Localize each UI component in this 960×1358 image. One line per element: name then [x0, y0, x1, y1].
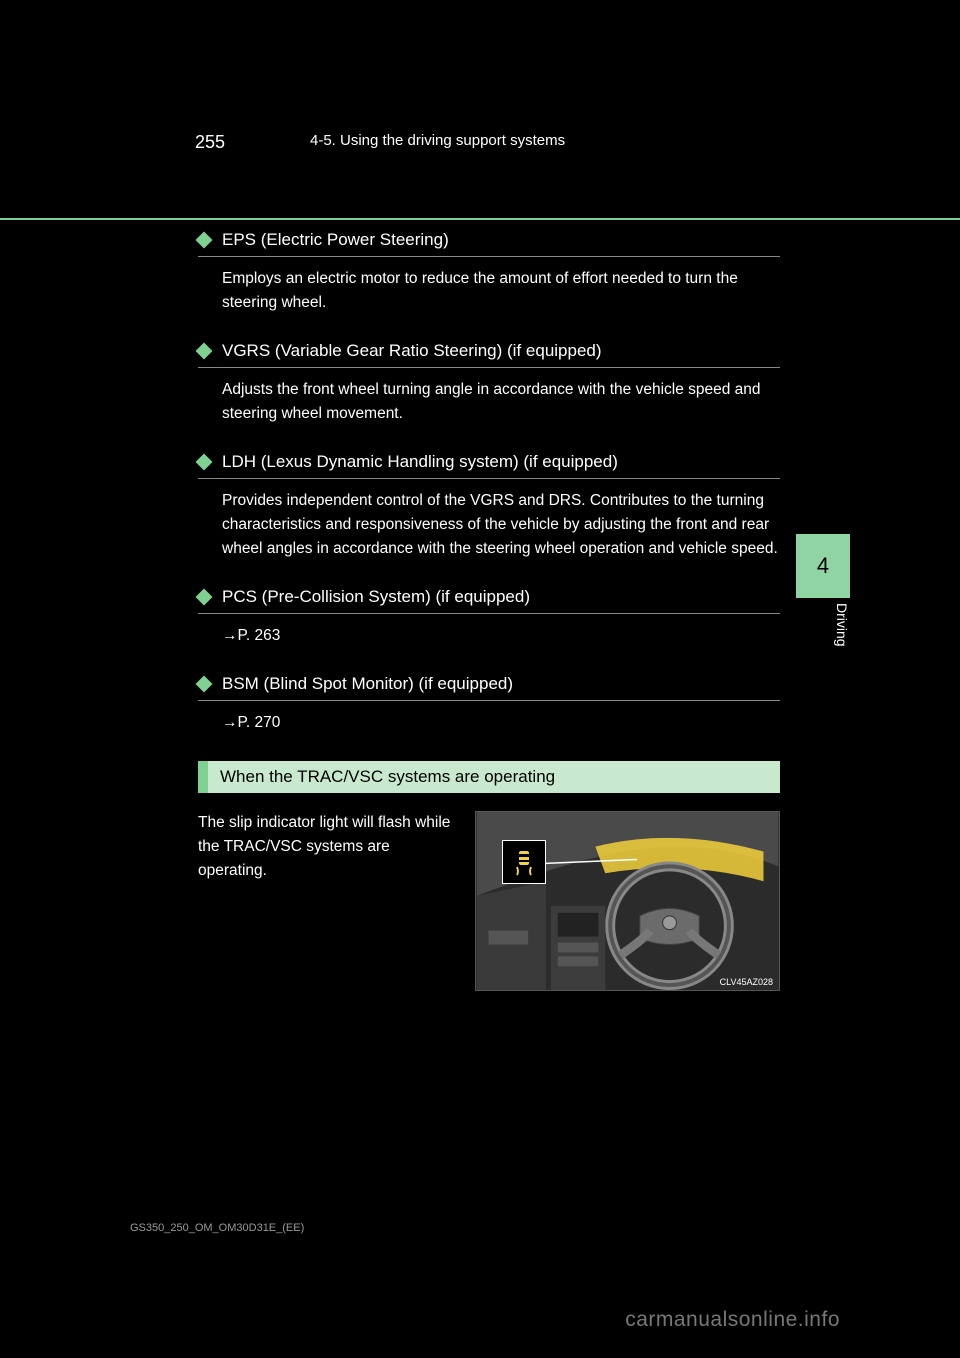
diamond-icon [196, 343, 213, 360]
subsection: BSM (Blind Spot Monitor) (if equipped) →… [198, 674, 780, 735]
subsection-title: VGRS (Variable Gear Ratio Steering) (if … [222, 341, 602, 361]
subsection: PCS (Pre-Collision System) (if equipped)… [198, 587, 780, 648]
footer-code: GS350_250_OM_OM30D31E_(EE) [130, 1222, 304, 1234]
subsection-title: LDH (Lexus Dynamic Handling system) (if … [222, 452, 618, 472]
subsection-body: Provides independent control of the VGRS… [222, 489, 780, 561]
section-heading-label: When the TRAC/VSC systems are operating [208, 761, 780, 793]
subsection-title: PCS (Pre-Collision System) (if equipped) [222, 587, 530, 607]
slip-indicator-icon [510, 848, 538, 876]
subsection-heading: LDH (Lexus Dynamic Handling system) (if … [198, 452, 780, 479]
section-heading-bar: When the TRAC/VSC systems are operating [198, 761, 780, 793]
subsection-title: BSM (Blind Spot Monitor) (if equipped) [222, 674, 513, 694]
subsection-body: →P. 270 [222, 711, 780, 735]
subsection-heading: PCS (Pre-Collision System) (if equipped) [198, 587, 780, 614]
watermark: carmanualsonline.info [625, 1308, 840, 1332]
page-number: 255 [195, 132, 225, 153]
image-code: CLV45AZ028 [720, 977, 773, 987]
diamond-icon [196, 676, 213, 693]
header-rule [0, 218, 960, 220]
dashboard-illustration: CLV45AZ028 [475, 811, 780, 991]
subsection: VGRS (Variable Gear Ratio Steering) (if … [198, 341, 780, 426]
subsection-body: →P. 263 [222, 624, 780, 648]
subsection: EPS (Electric Power Steering) Employs an… [198, 230, 780, 315]
subsection-heading: EPS (Electric Power Steering) [198, 230, 780, 257]
subsection-heading: VGRS (Variable Gear Ratio Steering) (if … [198, 341, 780, 368]
chapter-tab: 4 [796, 534, 850, 598]
section-heading-accent [198, 761, 208, 793]
chapter-tab-number: 4 [817, 553, 829, 579]
subsection-heading: BSM (Blind Spot Monitor) (if equipped) [198, 674, 780, 701]
subsection-body: Employs an electric motor to reduce the … [222, 267, 780, 315]
subsection-body: Adjusts the front wheel turning angle in… [222, 378, 780, 426]
diamond-icon [196, 589, 213, 606]
operating-text: The slip indicator light will flash whil… [198, 811, 457, 883]
section-path: 4-5. Using the driving support systems [310, 132, 565, 149]
operating-row: The slip indicator light will flash whil… [198, 811, 780, 991]
chapter-tab-label: Driving [830, 603, 850, 647]
diamond-icon [196, 232, 213, 249]
dashboard-svg [476, 812, 779, 990]
diamond-icon [196, 454, 213, 471]
content-column: EPS (Electric Power Steering) Employs an… [198, 230, 780, 991]
subsection-title: EPS (Electric Power Steering) [222, 230, 449, 250]
subsection: LDH (Lexus Dynamic Handling system) (if … [198, 452, 780, 561]
slip-indicator-callout [502, 840, 546, 884]
